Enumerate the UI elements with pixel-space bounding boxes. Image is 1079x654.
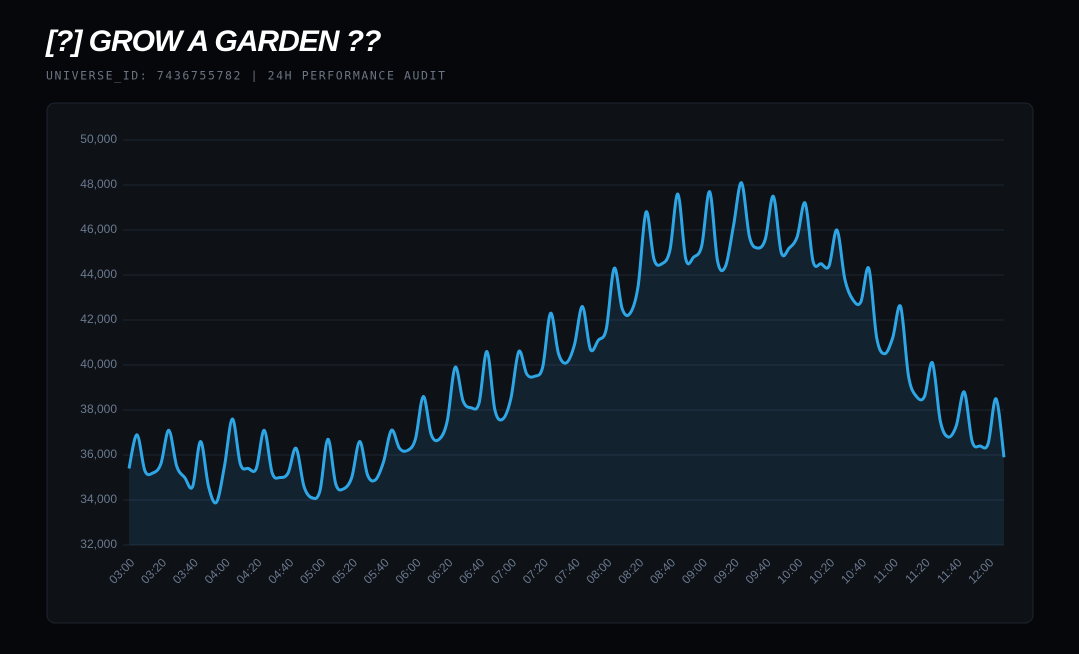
- y-tick-label: 44,000: [80, 267, 117, 281]
- y-tick-label: 32,000: [80, 537, 117, 551]
- y-tick-label: 34,000: [80, 492, 117, 506]
- y-tick-label: 42,000: [80, 312, 117, 326]
- y-tick-label: 48,000: [80, 177, 117, 191]
- y-tick-label: 38,000: [80, 402, 117, 416]
- y-tick-label: 50,000: [80, 132, 117, 146]
- y-tick-label: 40,000: [80, 357, 117, 371]
- line: [127, 181, 1006, 505]
- y-tick-label: 46,000: [80, 222, 117, 236]
- chart-card: [46, 102, 1034, 624]
- page-title: [?] GROW A GARDEN ??: [45, 25, 381, 58]
- y-tick-label: 36,000: [80, 447, 117, 461]
- page-subtitle: UNIVERSE_ID: 7436755782 | 24H PERFORMANC…: [46, 69, 447, 83]
